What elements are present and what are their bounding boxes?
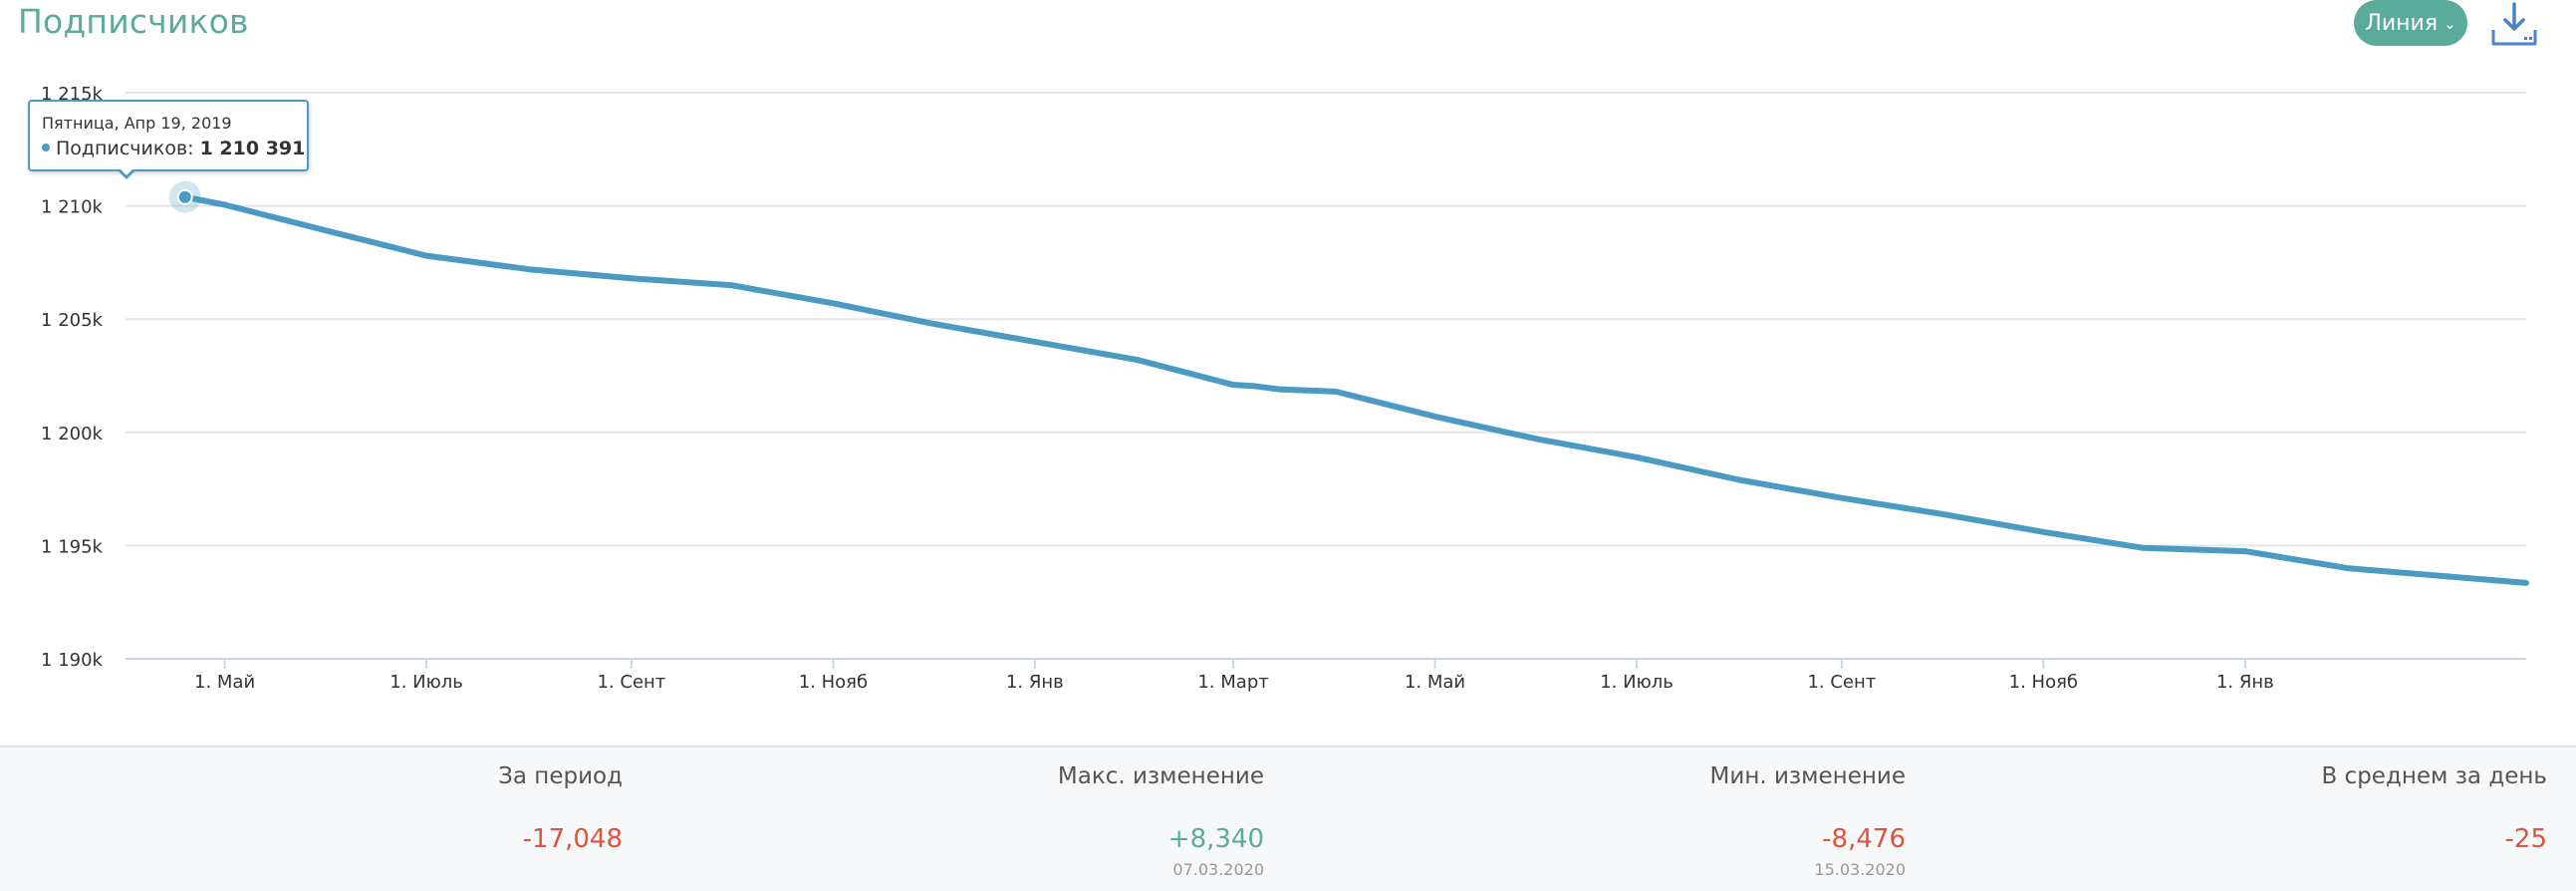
x-tick-label: 1. Нояб [799,672,868,693]
line-chart: 1 190k 1 195k 1 200k 1 205k 1 210k 1 215k 1. … [41,84,2529,693]
x-tick-label: 1. Сент [1807,672,1876,693]
stat-max-date: 07.03.2020 [1172,860,1264,879]
y-tick-label: 1 210k [41,197,104,218]
tooltip-pointer-fill [119,167,134,175]
y-tick-label: 1 215k [41,84,104,105]
tooltip-series-row: Подписчиков: 1 210 391 [42,138,305,159]
tooltip-series-label: Подписчиков [56,138,188,159]
chevron-down-icon: ⌄ [2444,14,2456,33]
y-tick-label: 1 205k [41,310,104,331]
stat-average-value: -25 [2504,824,2547,854]
chart-tooltip: Пятница, Апр 19, 2019 Подписчиков: 1 210… [28,100,309,171]
tooltip-value: 1 210 391 [199,138,306,159]
y-tick-label: 1 190k [41,650,104,671]
x-axis-ticks: 1. Май 1. Июль 1. Сент 1. Нояб 1. Янв 1. Март… [194,659,2274,693]
x-tick-label: 1. Май [194,672,255,693]
stat-min-value: -8,476 [1822,824,1906,854]
stat-min-date: 15.03.2020 [1814,860,1906,879]
y-tick-label: 1 200k [41,424,104,445]
x-tick-label: 1. Май [1405,672,1465,693]
download-button[interactable] [2488,0,2540,48]
chart-type-dropdown[interactable]: Линия ⌄ [2354,0,2467,46]
stat-average-label: В среднем за день [2321,763,2547,789]
y-tick-label: 1 195k [41,536,104,557]
x-tick-label: 1. Июль [389,672,463,693]
stats-summary-bar: За период -17,048 Макс. изменение +8,340… [0,745,2576,891]
hover-point-marker[interactable] [176,188,193,205]
series-dot-icon [42,143,50,151]
chart-title: Подписчиков [18,2,249,41]
y-axis-ticks: 1 190k 1 195k 1 200k 1 205k 1 210k 1 215k [41,84,104,671]
tooltip-date: Пятница, Апр 19, 2019 [42,114,232,133]
x-tick-label: 1. Нояб [2009,672,2078,693]
stat-period-label: За период [498,763,623,789]
x-tick-label: 1. Июль [1600,672,1674,693]
series-line-subscribers [181,193,2529,586]
grid-lines [126,92,2526,547]
x-tick-label: 1. Янв [2216,672,2274,693]
x-tick-label: 1. Янв [1006,672,1064,693]
x-tick-label: 1. Сент [597,672,665,693]
download-icon [2491,2,2537,46]
chart-type-label: Линия [2365,10,2439,36]
stat-period-value: -17,048 [522,824,623,854]
stat-min-label: Мин. изменение [1709,763,1906,789]
stat-max-label: Макс. изменение [1057,763,1264,789]
x-tick-label: 1. Март [1197,672,1268,693]
stat-max-value: +8,340 [1167,824,1264,854]
